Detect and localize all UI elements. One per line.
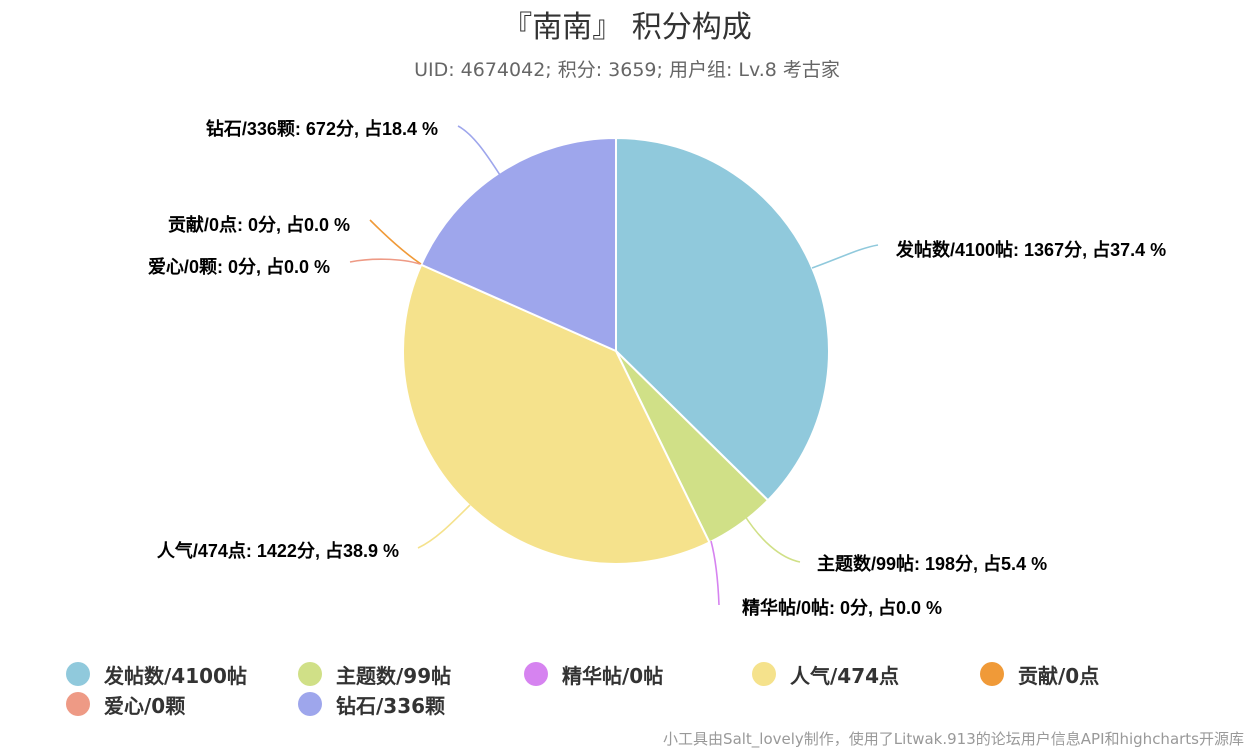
legend-marker-icon [524,662,548,686]
legend-item-贡献[interactable]: 贡献/0点 [980,660,1099,688]
pie-slice-钻石[interactable] [419,136,617,353]
data-label-人气: 人气/474点: 1422分, 占38.9 % [157,540,399,561]
connector-贡献 [369,219,422,265]
legend-item-发帖数[interactable]: 发帖数/4100帖 [66,660,247,688]
legend-marker-icon [298,692,322,716]
chart-title: 『南南』 积分构成 [502,10,752,45]
legend-item-人气[interactable]: 人气/474点 [752,660,899,688]
connector-爱心 [349,258,421,265]
legend-marker-icon [66,662,90,686]
data-label-爱心: 爱心/0颗: 0分, 占0.0 % [148,256,330,277]
chart-subtitle: UID: 4674042; 积分: 3659; 用户组: Lv.8 考古家 [414,59,840,81]
pie-chart: 发帖数/4100帖: 1367分, 占37.4 % 主题数/99帖: 198分, … [148,118,1166,618]
legend-label: 钻石/336颗 [336,693,446,718]
legend-marker-icon [980,662,1004,686]
legend-marker-icon [752,662,776,686]
legend-label: 爱心/0颗 [104,693,186,718]
data-label-贡献: 贡献/0点: 0分, 占0.0 % [168,214,350,235]
legend-item-主题数[interactable]: 主题数/99帖 [298,660,451,688]
data-label-发帖数: 发帖数/4100帖: 1367分, 占37.4 % [895,239,1166,260]
connector-发帖数 [811,244,879,269]
connector-人气 [417,504,471,549]
connector-钻石 [457,125,503,179]
legend-item-精华帖[interactable]: 精华帖/0帖 [524,660,663,688]
legend-label: 发帖数/4100帖 [104,663,247,688]
legend-label: 贡献/0点 [1018,663,1100,688]
data-label-主题数: 主题数/99帖: 198分, 占5.4 % [817,553,1047,574]
legend-item-爱心[interactable]: 爱心/0颗 [66,690,185,718]
legend-marker-icon [298,662,322,686]
connector-主题数 [742,512,801,563]
data-label-钻石: 钻石/336颗: 672分, 占18.4 % [206,118,438,139]
legend-item-钻石[interactable]: 钻石/336颗 [298,690,445,718]
data-label-精华帖: 精华帖/0帖: 0分, 占0.0 % [742,597,942,618]
connector-精华帖 [710,540,720,606]
credits-text[interactable]: 小工具由Salt_lovely制作，使用了Litwak.913的论坛用户信息AP… [663,730,1244,748]
legend-label: 主题数/99帖 [336,663,452,688]
legend-label: 人气/474点 [790,663,900,688]
legend-marker-icon [66,692,90,716]
legend-label: 精华帖/0帖 [562,663,664,688]
pie-slice-人气[interactable] [402,263,711,566]
